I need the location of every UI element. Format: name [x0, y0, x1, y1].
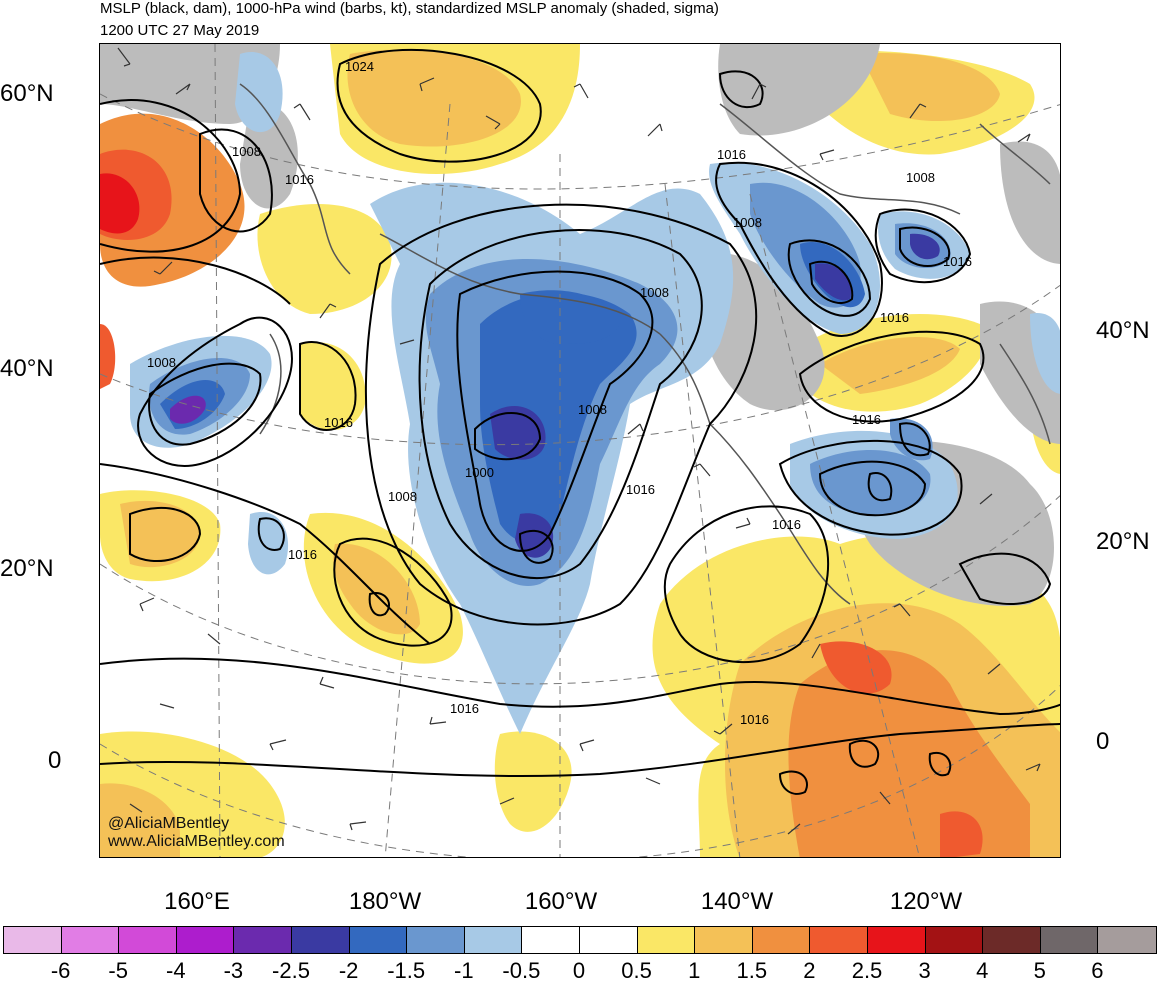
colorbar-tick-label: 3	[918, 958, 931, 983]
isobar-label: 1016	[740, 712, 769, 727]
colorbar-tick-label: -2.5	[272, 958, 310, 983]
lon-label: 160°W	[524, 888, 598, 915]
credit-website: www.AliciaMBentley.com	[108, 833, 285, 850]
colorbar-swatch	[464, 927, 523, 953]
lat-label-left: 20°N	[0, 555, 54, 582]
lat-label-right: 20°N	[1096, 528, 1150, 555]
colorbar-tick-label: 6	[1091, 958, 1104, 983]
colorbar-tick-label: -5	[108, 958, 128, 983]
isobar-label: 1016	[288, 547, 317, 562]
colorbar-tick-label: 2	[803, 958, 816, 983]
colorbar-tick-label: -1.5	[387, 958, 426, 983]
positive-anomaly-shading	[100, 44, 1060, 857]
colorbar-tick-label: 4	[976, 958, 989, 983]
lon-label: 180°W	[348, 888, 422, 915]
colorbar-tick-label: -4	[166, 958, 186, 983]
map-canvas: 1024 1008 1016 1016 1008 1008 1016 1008 …	[100, 44, 1060, 857]
colorbar-tick-label: 2.5	[851, 958, 883, 983]
colorbar-swatch	[637, 927, 696, 953]
colorbar-swatch	[1040, 927, 1099, 953]
wind-barbs	[117, 47, 1041, 835]
isobar-label: 1008	[578, 402, 607, 417]
isobar-label: 1016	[772, 517, 801, 532]
colorbar-tick-label: -1	[454, 958, 474, 983]
colorbar-tick-label: 1.5	[736, 958, 768, 983]
isobar-labels: 1024 1008 1016 1016 1008 1008 1016 1008 …	[147, 59, 972, 727]
colorbar-swatch	[579, 927, 638, 953]
colorbar-tick-label: 5	[1033, 958, 1046, 983]
colorbar-tick-label: -0.5	[502, 958, 541, 983]
colorbar-swatch	[176, 927, 235, 953]
isobar-label: 1016	[626, 482, 655, 497]
isobar-label: 1016	[852, 412, 881, 427]
lon-label: 120°W	[889, 888, 963, 915]
colorbar-swatch	[1098, 927, 1156, 953]
colorbar-tick-label: -3	[223, 958, 244, 983]
isobar-label: 1008	[232, 144, 261, 159]
map-title: MSLP (black, dam), 1000-hPa wind (barbs,…	[100, 0, 719, 17]
isobar-label: 1008	[388, 489, 417, 504]
negative-anomaly-shading	[130, 52, 1060, 735]
graticule-lines	[100, 44, 1060, 857]
lon-label: 160°E	[164, 888, 230, 915]
map-valid-time: 1200 UTC 27 May 2019	[100, 22, 260, 39]
colorbar-swatch	[522, 927, 580, 953]
isobar-contours	[100, 48, 1060, 795]
lat-label-left: 0	[48, 747, 62, 774]
lat-label-left: 60°N	[0, 80, 54, 107]
colorbar-tick-label: -2	[338, 958, 359, 983]
isobar-label: 1008	[906, 170, 935, 185]
isobar-label: 1016	[450, 701, 479, 716]
colorbar-swatch	[119, 927, 177, 953]
isobar-label: 1016	[285, 172, 314, 187]
colorbar-swatch	[810, 927, 868, 953]
colorbar-swatch	[4, 927, 62, 953]
colorbar	[3, 926, 1157, 954]
isobar-label: 1008	[640, 285, 669, 300]
isobar-label: 1000	[465, 465, 494, 480]
isobar-label: 1008	[733, 215, 762, 230]
isobar-label: 1016	[880, 310, 909, 325]
colorbar-tick-label: 1	[688, 958, 701, 983]
colorbar-swatch	[925, 927, 984, 953]
colorbar-swatch	[234, 927, 292, 953]
lat-label-left: 40°N	[0, 355, 54, 382]
colorbar-swatch	[291, 927, 350, 953]
colorbar-tick-label: -6	[50, 958, 71, 983]
isobar-label: 1016	[324, 415, 353, 430]
colorbar-swatch	[61, 927, 120, 953]
colorbar-swatch	[695, 927, 753, 953]
colorbar-swatch	[867, 927, 926, 953]
lat-label-right: 40°N	[1096, 317, 1150, 344]
colorbar-tick-label: 0.5	[621, 958, 652, 983]
credit-handle: @AliciaMBentley	[108, 815, 230, 832]
lon-label: 140°W	[700, 888, 774, 915]
map-panel: 1024 1008 1016 1016 1008 1008 1016 1008 …	[99, 43, 1061, 858]
colorbar-swatch	[983, 927, 1041, 953]
colorbar-tick-label: 0	[572, 958, 586, 983]
isobar-label: 1024	[345, 59, 374, 74]
colorbar-swatch	[407, 927, 465, 953]
isobar-label: 1016	[717, 147, 746, 162]
colorbar-swatch	[349, 927, 408, 953]
coastlines	[239, 83, 1051, 605]
isobar-label: 1008	[147, 355, 176, 370]
colorbar-swatch	[752, 927, 811, 953]
lat-label-right: 0	[1096, 728, 1110, 755]
isobar-label: 1016	[943, 254, 972, 269]
